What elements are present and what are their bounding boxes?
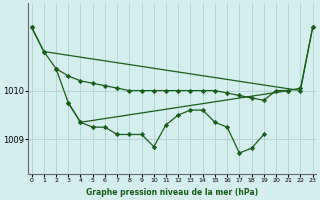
X-axis label: Graphe pression niveau de la mer (hPa): Graphe pression niveau de la mer (hPa) [86,188,258,197]
